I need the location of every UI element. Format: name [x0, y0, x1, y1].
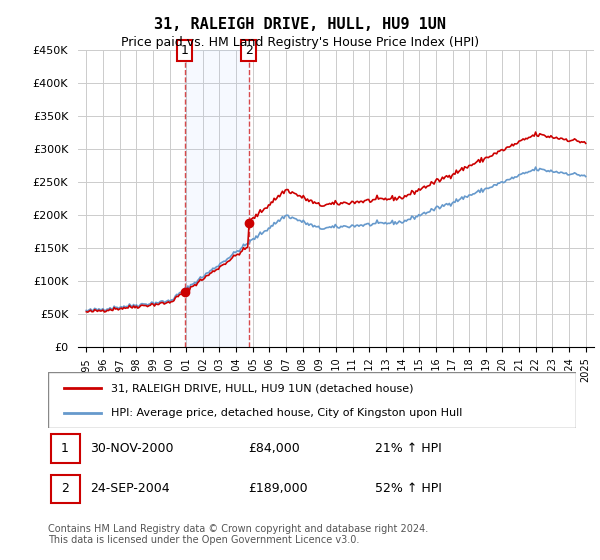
- Text: 52% ↑ HPI: 52% ↑ HPI: [376, 482, 442, 496]
- Text: £84,000: £84,000: [248, 442, 301, 455]
- Text: £189,000: £189,000: [248, 482, 308, 496]
- FancyBboxPatch shape: [50, 475, 80, 503]
- Bar: [185, 50, 248, 347]
- Text: 24-SEP-2004: 24-SEP-2004: [90, 482, 170, 496]
- Text: Price paid vs. HM Land Registry's House Price Index (HPI): Price paid vs. HM Land Registry's House …: [121, 36, 479, 49]
- Text: Contains HM Land Registry data © Crown copyright and database right 2024.
This d: Contains HM Land Registry data © Crown c…: [48, 524, 428, 545]
- FancyBboxPatch shape: [50, 434, 80, 463]
- Text: 2: 2: [61, 482, 69, 496]
- Text: HPI: Average price, detached house, City of Kingston upon Hull: HPI: Average price, detached house, City…: [112, 408, 463, 418]
- Text: 2: 2: [245, 44, 253, 57]
- Text: 31, RALEIGH DRIVE, HULL, HU9 1UN (detached house): 31, RALEIGH DRIVE, HULL, HU9 1UN (detach…: [112, 383, 414, 393]
- Text: 21% ↑ HPI: 21% ↑ HPI: [376, 442, 442, 455]
- Text: 1: 1: [61, 442, 69, 455]
- FancyBboxPatch shape: [48, 372, 576, 428]
- Text: 30-NOV-2000: 30-NOV-2000: [90, 442, 174, 455]
- Text: 31, RALEIGH DRIVE, HULL, HU9 1UN: 31, RALEIGH DRIVE, HULL, HU9 1UN: [154, 17, 446, 32]
- Text: 1: 1: [181, 44, 189, 57]
